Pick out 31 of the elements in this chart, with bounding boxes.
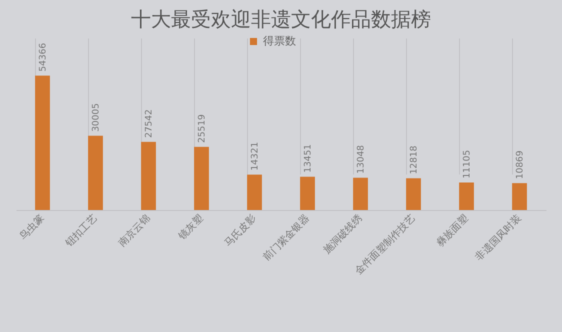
x-tick-label: 鸟虫篆 xyxy=(17,212,47,242)
x-tick-label: 钮扣工艺 xyxy=(62,212,100,250)
bar xyxy=(459,182,474,210)
data-label: 13048 xyxy=(356,144,366,174)
x-tick-label: 马氏皮影 xyxy=(222,212,259,250)
bar xyxy=(353,178,368,210)
x-tick-label: 南京云锦 xyxy=(116,212,153,250)
data-label: 13451 xyxy=(304,144,314,173)
data-label: 27542 xyxy=(144,109,154,138)
bar xyxy=(247,174,262,210)
chart-title: 十大最受欢迎非遗文化作品数据榜 xyxy=(131,7,431,31)
bar xyxy=(512,183,527,210)
bar xyxy=(35,76,50,210)
data-label: 54366 xyxy=(38,42,48,72)
bar xyxy=(88,136,103,210)
data-label: 12818 xyxy=(410,145,420,174)
bar xyxy=(194,146,209,210)
data-label: 10869 xyxy=(516,150,526,180)
data-label: 30005 xyxy=(92,103,102,132)
x-tick-label: 施洞破线绣 xyxy=(320,212,365,256)
bar xyxy=(300,176,315,210)
x-tick-label: 彝族面塑 xyxy=(434,212,471,250)
data-label: 14321 xyxy=(250,142,260,171)
bar xyxy=(141,142,156,210)
data-label: 11105 xyxy=(462,150,472,179)
x-tick-label: 镜灰塑 xyxy=(175,212,206,243)
x-tick-label: 前门紫金银器 xyxy=(260,212,312,264)
data-label: 25519 xyxy=(198,114,208,143)
bar xyxy=(406,178,421,210)
x-tick-label: 非遗国风时装 xyxy=(472,212,524,264)
legend-label: 得票数 xyxy=(263,34,296,48)
